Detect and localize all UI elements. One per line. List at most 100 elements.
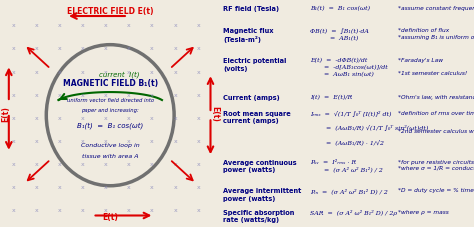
Text: x: x (11, 46, 15, 51)
Text: x: x (58, 69, 62, 74)
Text: x: x (104, 92, 108, 97)
Text: paper and increasing:: paper and increasing: (82, 108, 139, 113)
Text: x: x (58, 115, 62, 120)
Text: x: x (104, 23, 108, 28)
Text: x: x (11, 138, 15, 143)
Text: x: x (127, 23, 131, 28)
Text: E(t): E(t) (1, 106, 10, 121)
Text: *where ρ = mass: *where ρ = mass (398, 209, 449, 214)
Text: x: x (11, 69, 15, 74)
Text: x: x (197, 92, 200, 97)
Text: current  I(t): current I(t) (99, 71, 139, 77)
Text: x: x (81, 23, 84, 28)
Text: *assume constant frequency ω = 2πf: *assume constant frequency ω = 2πf (398, 6, 474, 11)
Text: Electric potential
(volts): Electric potential (volts) (223, 58, 286, 71)
Text: x: x (150, 46, 154, 51)
Text: Iᵣₘₛ  =  √(1/T ∫₀ᵀ [I(t)]² dt)

        =  (AωB₁/R) √(1/T ∫₀ᵀ sin²(ωt)dt)

     : Iᵣₘₛ = √(1/T ∫₀ᵀ [I(t)]² dt) = (AωB₁/R) … (310, 110, 429, 145)
Text: x: x (104, 185, 108, 190)
Text: x: x (35, 207, 38, 212)
Text: x: x (173, 23, 177, 28)
Text: B₁(t)  =  B₁ cos(ωt): B₁(t) = B₁ cos(ωt) (310, 6, 371, 11)
Text: *Ohm's law, with resistance R: *Ohm's law, with resistance R (398, 94, 474, 99)
Text: ELECTRIC FIELD E(t): ELECTRIC FIELD E(t) (67, 7, 154, 16)
Text: x: x (127, 46, 131, 51)
Text: x: x (35, 46, 38, 51)
Text: x: x (104, 161, 108, 166)
Text: x: x (150, 138, 154, 143)
Text: B₁(t)  =  B₁ cos(ωt): B₁(t) = B₁ cos(ωt) (77, 122, 143, 129)
Text: x: x (197, 23, 200, 28)
Text: x: x (81, 185, 84, 190)
Text: x: x (35, 69, 38, 74)
Text: x: x (81, 161, 84, 166)
Text: x: x (127, 185, 131, 190)
Text: x: x (58, 23, 62, 28)
Text: x: x (35, 23, 38, 28)
Text: x: x (58, 161, 62, 166)
Text: x: x (35, 185, 38, 190)
Text: SAR  =  (σ A² ω² B₁² D) / 2ρ: SAR = (σ A² ω² B₁² D) / 2ρ (310, 209, 397, 215)
Text: Magnetic flux
(Tesla-m²): Magnetic flux (Tesla-m²) (223, 28, 273, 43)
Text: x: x (58, 138, 62, 143)
Text: x: x (173, 46, 177, 51)
Text: *Faraday's Law

*1st semester calculus!: *Faraday's Law *1st semester calculus! (398, 58, 467, 75)
Text: *D = duty cycle = % time RF is on: *D = duty cycle = % time RF is on (398, 187, 474, 192)
Text: x: x (127, 92, 131, 97)
Text: x: x (127, 207, 131, 212)
Text: x: x (35, 115, 38, 120)
Text: x: x (150, 92, 154, 97)
Text: x: x (173, 138, 177, 143)
Text: x: x (150, 207, 154, 212)
Text: x: x (104, 69, 108, 74)
Text: x: x (197, 138, 200, 143)
Text: x: x (197, 161, 200, 166)
Text: x: x (11, 92, 15, 97)
Text: x: x (104, 138, 108, 143)
Text: x: x (104, 115, 108, 120)
Text: Current (amps): Current (amps) (223, 94, 280, 100)
Text: x: x (58, 207, 62, 212)
Text: *definition of rms over time T


*2nd semester calculus with T→∞: *definition of rms over time T *2nd seme… (398, 110, 474, 134)
Text: Specific absorption
rate (watts/kg): Specific absorption rate (watts/kg) (223, 209, 294, 222)
Text: x: x (58, 92, 62, 97)
Text: tissue with area A: tissue with area A (82, 154, 138, 159)
Text: x: x (104, 207, 108, 212)
Text: Root mean square
current (amps): Root mean square current (amps) (223, 110, 291, 123)
Text: x: x (173, 161, 177, 166)
Text: x: x (127, 138, 131, 143)
Text: x: x (104, 46, 108, 51)
Text: x: x (81, 115, 84, 120)
Text: x: x (197, 185, 200, 190)
Text: E(t): E(t) (210, 106, 219, 121)
Text: x: x (11, 161, 15, 166)
Text: Average continuous
power (watts): Average continuous power (watts) (223, 159, 297, 172)
Text: x: x (58, 46, 62, 51)
Text: x: x (81, 207, 84, 212)
Text: x: x (173, 69, 177, 74)
Text: x: x (35, 138, 38, 143)
Text: x: x (197, 69, 200, 74)
Text: x: x (11, 23, 15, 28)
Text: x: x (35, 92, 38, 97)
Text: *definition of flux
*assuming B₁ is uniform over A: *definition of flux *assuming B₁ is unif… (398, 28, 474, 39)
Text: x: x (81, 69, 84, 74)
Text: x: x (35, 161, 38, 166)
Text: x: x (173, 92, 177, 97)
Text: Average intermittent
power (watts): Average intermittent power (watts) (223, 187, 301, 201)
Text: Conductive loop in: Conductive loop in (81, 143, 139, 148)
Text: MAGNETIC FIELD B₁(t): MAGNETIC FIELD B₁(t) (63, 78, 158, 87)
Text: x: x (127, 69, 131, 74)
Text: E(t)  =  -dΦB(t)/dt
       =  -d[AB₁cos(ωt)]/dt
       =  AωB₁ sin(ωt): E(t) = -dΦB(t)/dt = -d[AB₁cos(ωt)]/dt = … (310, 58, 388, 76)
Text: x: x (127, 115, 131, 120)
Text: x: x (173, 207, 177, 212)
Text: x: x (173, 185, 177, 190)
Text: Pₐᵥ  =  I²ᵣₘₛ · R
       =  (σ A² ω² B₁²) / 2: Pₐᵥ = I²ᵣₘₛ · R = (σ A² ω² B₁²) / 2 (310, 159, 383, 172)
Text: x: x (197, 46, 200, 51)
Text: x: x (81, 92, 84, 97)
Text: x: x (11, 185, 15, 190)
Text: RF field (Tesla): RF field (Tesla) (223, 6, 279, 12)
Text: x: x (197, 207, 200, 212)
Text: x: x (11, 115, 15, 120)
Text: x: x (150, 161, 154, 166)
Text: x: x (127, 161, 131, 166)
